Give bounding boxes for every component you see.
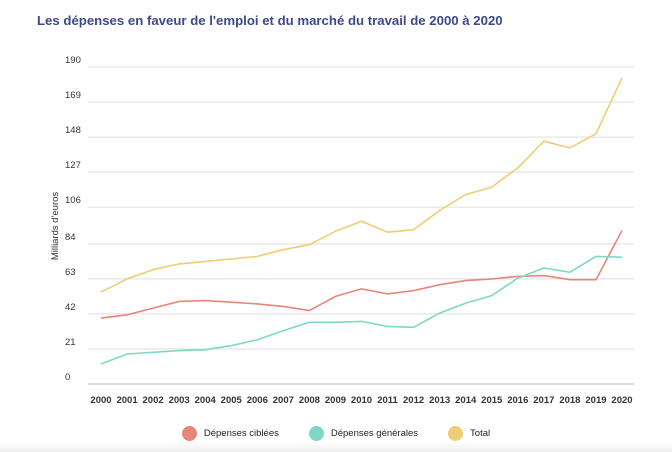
series-line	[100, 77, 623, 293]
y-axis-label: Milliards d'euros	[50, 192, 61, 261]
series-line	[100, 230, 623, 319]
y-tick-label: 0	[65, 372, 70, 383]
y-tick-label: 63	[65, 267, 76, 278]
y-tick-label: 84	[65, 232, 76, 243]
x-tick-label: 2012	[403, 395, 424, 406]
legend-swatch	[308, 426, 324, 441]
legend-item[interactable]: Dépenses générales	[308, 426, 419, 441]
x-tick-label: 2008	[299, 395, 320, 406]
chart-title: Les dépenses en faveur de l'emploi et du…	[37, 13, 503, 28]
legend: Dépenses ciblées Dépenses générales Total	[0, 426, 672, 441]
legend-label: Total	[470, 428, 491, 439]
series-line	[100, 255, 623, 365]
legend-swatch	[448, 426, 464, 441]
bottom-divider	[0, 442, 672, 452]
y-tick-label: 190	[65, 55, 81, 66]
x-tick-label: 2006	[247, 395, 268, 406]
x-tick-label: 2011	[377, 395, 398, 406]
x-tick-label: 2009	[325, 395, 346, 406]
x-tick-label: 2014	[455, 395, 477, 406]
legend-item[interactable]: Dépenses ciblées	[181, 426, 279, 441]
x-tick-label: 2015	[481, 395, 503, 406]
y-tick-label: 169	[65, 90, 81, 101]
y-tick-label: 21	[65, 337, 76, 348]
x-tick-label: 2004	[195, 395, 217, 406]
x-tick-label: 2020	[611, 395, 632, 406]
legend-label: Dépenses ciblées	[203, 428, 279, 439]
x-tick-label: 2007	[273, 395, 294, 406]
x-tick-label: 2013	[429, 395, 450, 406]
line-chart: 0 21 42 63 84 106 127 148 169 190 Milliards d'euro…	[50, 55, 634, 406]
x-tick-label: 2018	[559, 395, 580, 406]
y-tick-label: 127	[65, 160, 81, 171]
legend-item[interactable]: Total	[448, 426, 490, 441]
x-tick-label: 2010	[351, 395, 372, 406]
legend-label: Dépenses générales	[330, 428, 419, 439]
x-tick-label: 2003	[169, 395, 190, 406]
y-tick-label: 42	[65, 302, 76, 313]
x-tick-label: 2001	[116, 395, 138, 406]
y-tick-label: 148	[65, 125, 81, 136]
legend-swatch	[181, 426, 197, 441]
x-tick-label: 2000	[90, 395, 111, 406]
y-tick-label: 106	[65, 195, 81, 206]
x-tick-label: 2005	[221, 395, 243, 406]
x-tick-label: 2016	[507, 395, 528, 406]
x-tick-label: 2002	[143, 395, 164, 406]
x-tick-label: 2019	[585, 395, 606, 406]
x-tick-label: 2017	[533, 395, 554, 406]
